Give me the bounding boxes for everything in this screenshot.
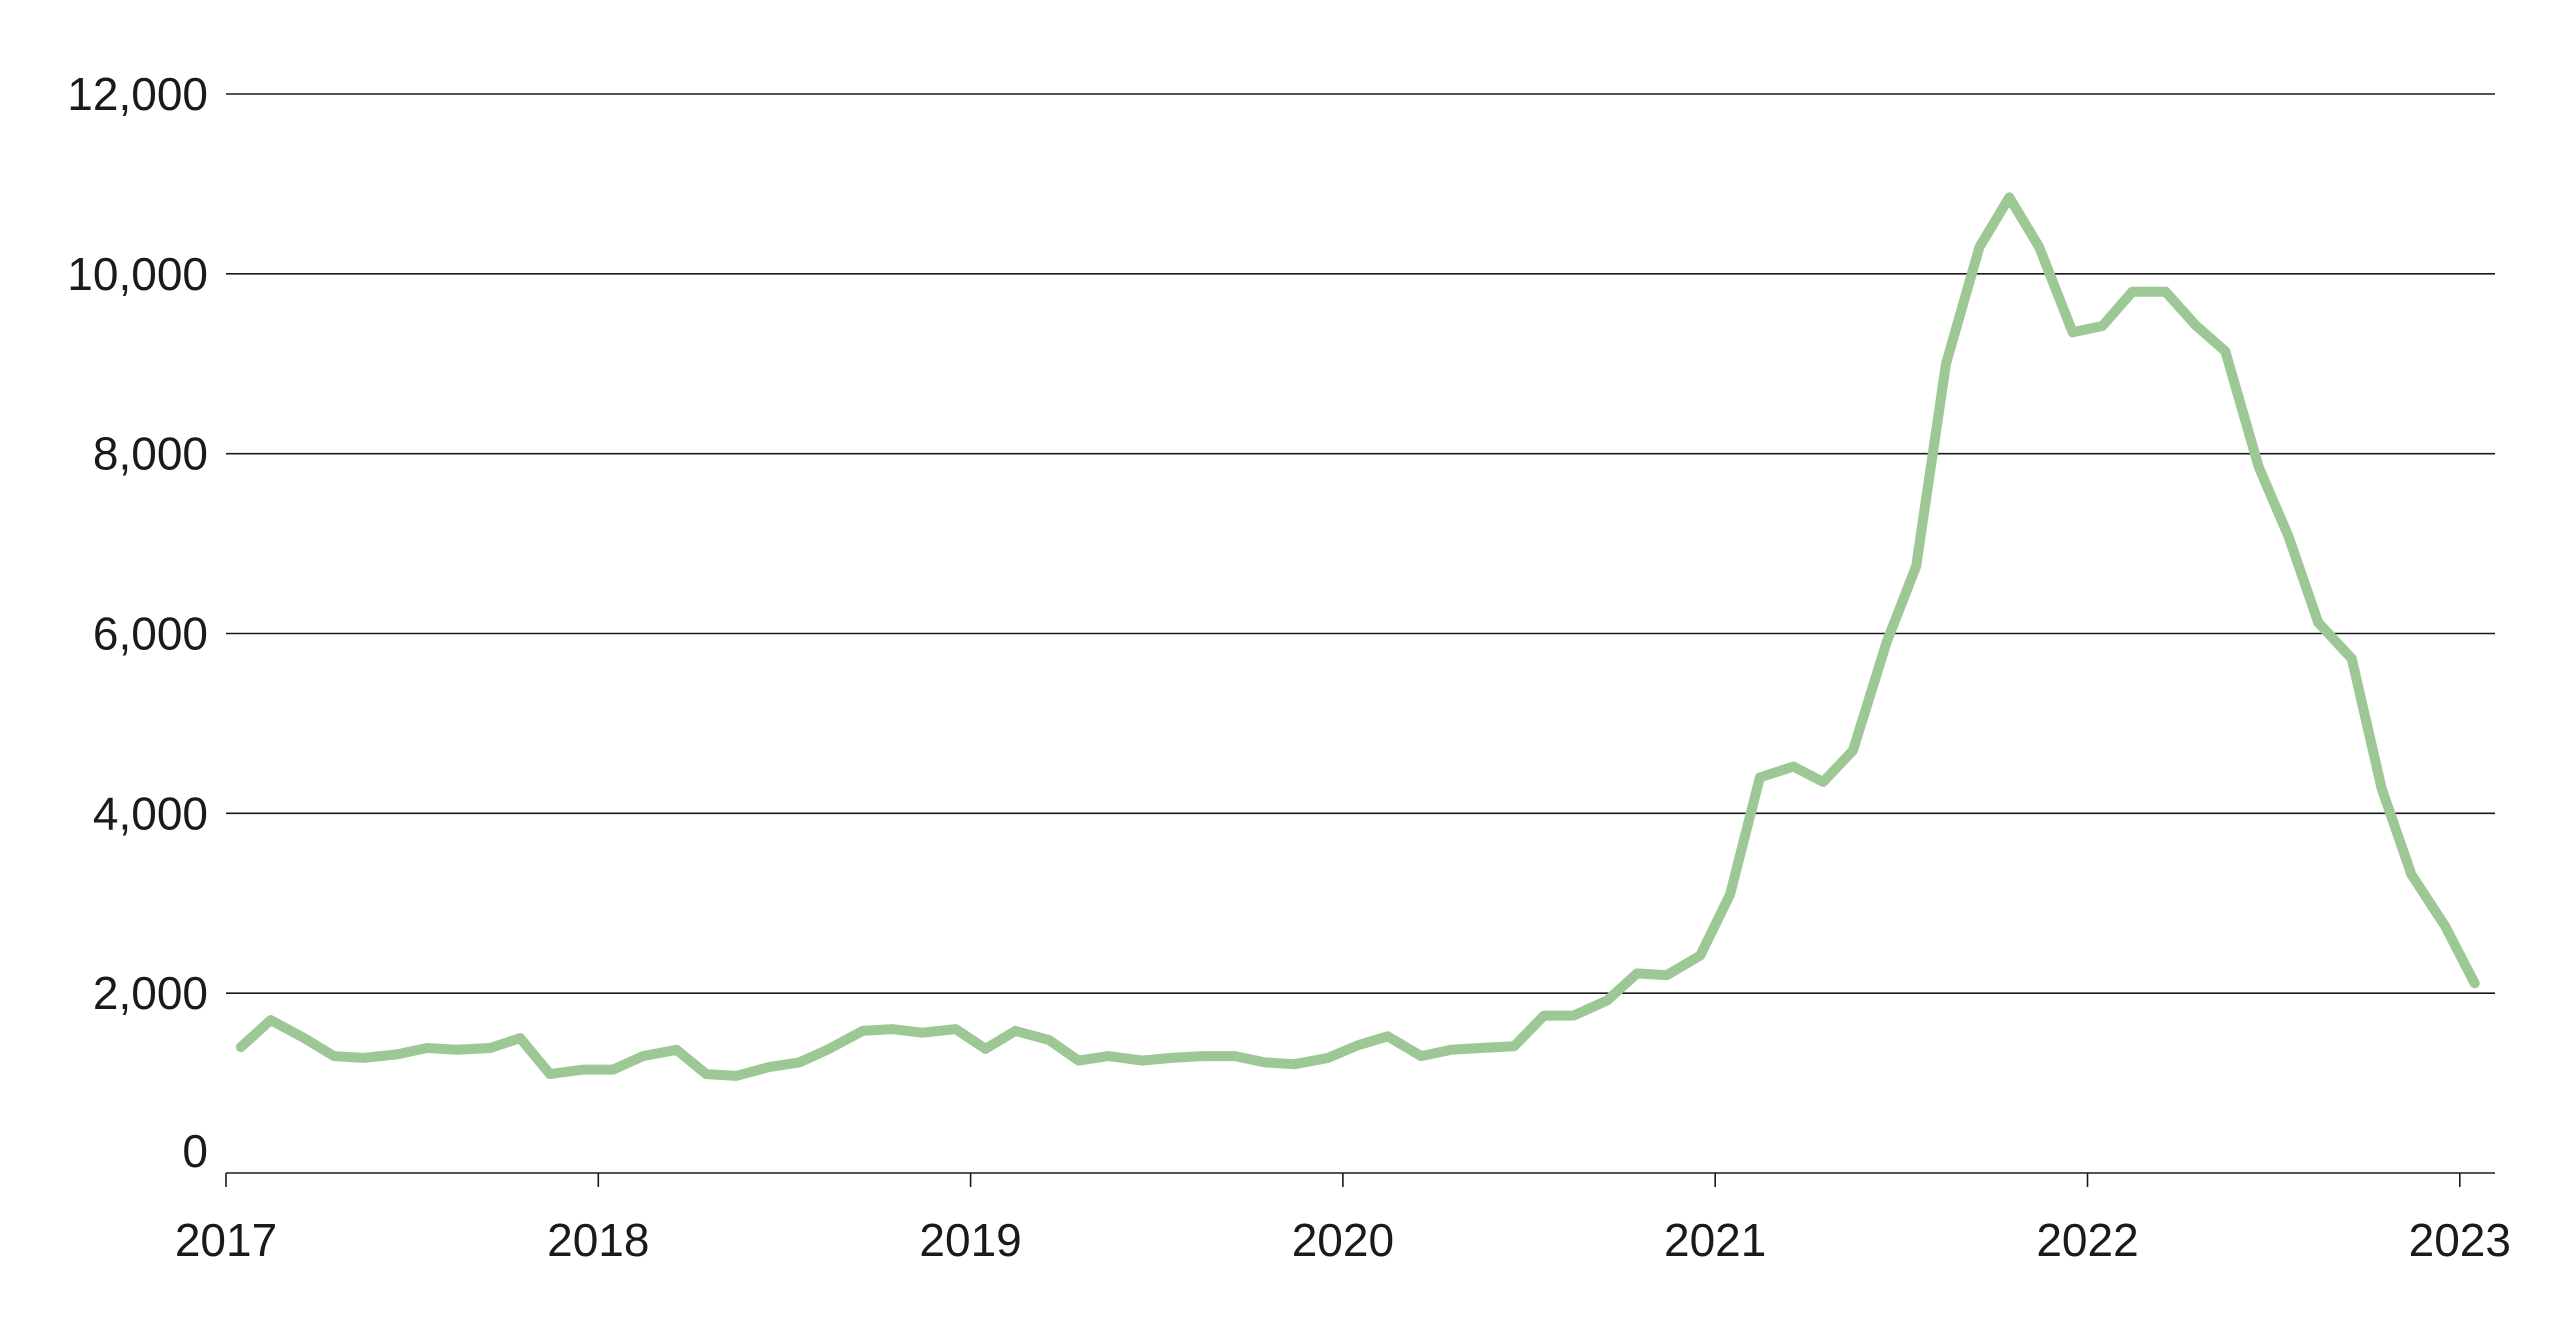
x-tick-label: 2023 — [2409, 1214, 2511, 1266]
gridlines — [226, 93, 2495, 994]
y-axis-ticks: 0 2,000 4,000 6,000 8,000 10,000 12,000 — [67, 68, 208, 1177]
y-tick-label: 12,000 — [67, 68, 208, 120]
x-tick-label: 2019 — [919, 1214, 1021, 1266]
y-tick-label: 0 — [182, 1125, 208, 1177]
x-tick-label: 2020 — [1292, 1214, 1394, 1266]
y-tick-label: 6,000 — [93, 608, 208, 660]
x-tick-label: 2021 — [1664, 1214, 1766, 1266]
x-axis: 2017 2018 2019 2020 2021 2022 2023 — [175, 1172, 2511, 1266]
series-layer — [235, 192, 2480, 1081]
y-tick-label: 10,000 — [67, 248, 208, 300]
x-tick-label: 2022 — [2036, 1214, 2138, 1266]
x-tick-label: 2018 — [547, 1214, 649, 1266]
y-tick-label: 2,000 — [93, 967, 208, 1019]
y-tick-label: 8,000 — [93, 428, 208, 480]
y-tick-label: 4,000 — [93, 787, 208, 839]
x-tick-label: 2017 — [175, 1214, 277, 1266]
series-line — [235, 192, 2480, 1081]
